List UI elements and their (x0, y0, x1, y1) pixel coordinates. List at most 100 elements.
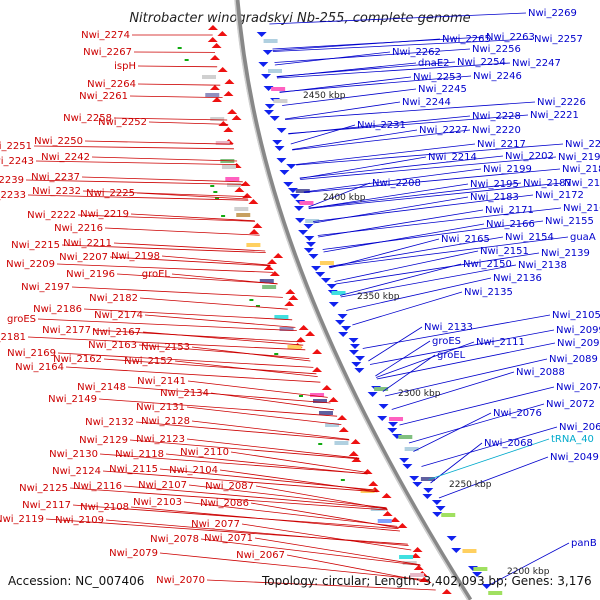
right-gene-label[interactable]: Nwi_2138 (518, 260, 567, 271)
right-gene-label[interactable]: Nwi_2111 (476, 337, 525, 348)
right-gene-label[interactable]: Nwi_2226 (537, 97, 586, 108)
right-gene-label[interactable]: Nwi_2105 (552, 310, 600, 321)
left-gene-label[interactable]: Nwi_2181 (0, 332, 26, 343)
right-gene-label[interactable]: Nwi_2076 (493, 408, 542, 419)
right-gene-label[interactable]: Nwi_2263 (486, 32, 535, 43)
right-gene-label[interactable]: Nwi_2165 (441, 234, 490, 245)
left-gene-label[interactable]: Nwi_2119 (0, 514, 44, 525)
left-gene-label[interactable]: Nwi_2123 (136, 434, 185, 445)
right-gene-label[interactable]: Nwi_2231 (357, 120, 406, 131)
right-gene-label[interactable]: Nwi_2088 (516, 367, 565, 378)
left-gene-label[interactable]: Nwi_2162 (53, 354, 102, 365)
right-gene-label[interactable]: Nwi_2166 (486, 219, 535, 230)
left-gene-label[interactable]: Nwi_2086 (200, 498, 249, 509)
left-gene-label[interactable]: Nwi_2067 (236, 550, 285, 561)
left-gene-label[interactable]: groEL (142, 269, 171, 280)
left-gene-label[interactable]: Nwi_2174 (94, 310, 143, 321)
left-gene-label[interactable]: Nwi_2233 (0, 190, 26, 201)
right-gene-label[interactable]: Nwi_2049 (550, 452, 599, 463)
right-gene-label[interactable]: guaA (570, 232, 596, 243)
right-gene-label[interactable]: Nwi_2089 (549, 354, 598, 365)
right-gene-label[interactable]: groEL (437, 350, 466, 361)
right-gene-label[interactable]: panB (571, 538, 597, 549)
left-gene-label[interactable]: Nwi_2216 (54, 223, 103, 234)
right-gene-label[interactable]: Nwi_2227 (419, 125, 468, 136)
left-gene-label[interactable]: Nwi_2070 (156, 575, 205, 586)
left-gene-label[interactable]: Nwi_2152 (124, 356, 173, 367)
left-gene-label[interactable]: Nwi_2124 (52, 466, 101, 477)
left-gene-label[interactable]: Nwi_2167 (92, 327, 141, 338)
right-gene-label[interactable]: Nwi_2068 (484, 438, 533, 449)
left-gene-label[interactable]: Nwi_2108 (80, 502, 129, 513)
left-gene-label[interactable]: Nwi_2132 (85, 417, 134, 428)
right-gene-label[interactable]: Nwi_2253 (413, 72, 462, 83)
left-gene-label[interactable]: Nwi_2274 (81, 30, 130, 41)
right-gene-label[interactable]: Nwi_2151 (480, 246, 529, 257)
left-gene-label[interactable]: Nwi_2207 (59, 252, 108, 263)
right-gene-label[interactable]: Nwi_2135 (464, 287, 513, 298)
right-gene-label[interactable]: Nwi_2074 (556, 382, 600, 393)
left-gene-label[interactable]: Nwi_2116 (73, 481, 122, 492)
left-gene-label[interactable]: Nwi_2078 (150, 534, 199, 545)
right-gene-label[interactable]: Nwi_2199 (483, 164, 532, 175)
left-gene-label[interactable]: Nwi_2198 (111, 251, 160, 262)
left-gene-label[interactable]: Nwi_2196 (66, 269, 115, 280)
right-gene-label[interactable]: dnaE2 (418, 58, 450, 69)
right-gene-label[interactable]: Nwi_2150 (463, 259, 512, 270)
left-gene-label[interactable]: Nwi_2129 (79, 435, 128, 446)
left-gene-label[interactable]: Nwi_2225 (86, 188, 135, 199)
left-gene-label[interactable]: Nwi_2264 (87, 79, 136, 90)
right-gene-label[interactable]: Nwi_2214 (428, 152, 477, 163)
left-gene-label[interactable]: Nwi_2211 (63, 238, 112, 249)
right-gene-label[interactable]: Nwi_2269 (528, 8, 577, 19)
left-gene-label[interactable]: Nwi_2110 (180, 447, 229, 458)
left-gene-label[interactable]: Nwi_2134 (160, 388, 209, 399)
left-gene-label[interactable]: Nwi_2104 (169, 465, 218, 476)
right-gene-label[interactable]: Nwi_2193 (558, 152, 600, 163)
left-gene-label[interactable]: Nwi_2219 (80, 209, 129, 220)
left-gene-label[interactable]: Nwi_2141 (137, 376, 186, 387)
left-gene-label[interactable]: Nwi_2118 (115, 449, 164, 460)
right-gene-label[interactable]: Nwi_2172 (535, 190, 584, 201)
right-gene-label[interactable]: Nwi_2220 (472, 125, 521, 136)
right-gene-label[interactable]: Nwi_2175 (564, 178, 600, 189)
left-gene-label[interactable]: Nwi_2186 (33, 304, 82, 315)
right-gene-label[interactable]: Nwi_2245 (418, 84, 467, 95)
left-gene-label[interactable]: Nwi_2128 (141, 416, 190, 427)
left-gene-label[interactable]: Nwi_2251 (0, 141, 32, 152)
left-gene-label[interactable]: Nwi_2153 (141, 342, 190, 353)
left-gene-label[interactable]: Nwi_2197 (21, 282, 70, 293)
left-gene-label[interactable]: Nwi_2109 (55, 515, 104, 526)
left-gene-label[interactable]: Nwi_2130 (49, 449, 98, 460)
left-gene-label[interactable]: Nwi_2182 (89, 293, 138, 304)
left-gene-label[interactable]: Nwi_2079 (109, 548, 158, 559)
left-gene-label[interactable]: ispH (114, 61, 136, 72)
left-gene-label[interactable]: Nwi_2209 (6, 259, 55, 270)
right-gene-label[interactable]: Nwi_2244 (402, 97, 451, 108)
right-gene-label[interactable]: Nwi_2133 (424, 322, 473, 333)
left-gene-label[interactable]: Nwi_2250 (34, 136, 83, 147)
left-gene-label[interactable]: Nwi_2163 (88, 340, 137, 351)
right-gene-label[interactable]: Nwi_2265 (442, 34, 491, 45)
right-gene-label[interactable]: Nwi_2155 (545, 216, 594, 227)
right-gene-label[interactable]: Nwi_2217 (477, 139, 526, 150)
right-gene-label[interactable]: Nwi_2201 (565, 139, 600, 150)
left-gene-label[interactable]: Nwi_2242 (41, 152, 90, 163)
left-gene-label[interactable]: Nwi_2164 (15, 362, 64, 373)
left-gene-label[interactable]: Nwi_2131 (136, 402, 185, 413)
left-gene-label[interactable]: Nwi_2117 (22, 500, 71, 511)
right-gene-label[interactable]: Nwi_2228 (472, 111, 521, 122)
right-gene-label[interactable]: tRNA_40 (551, 434, 594, 445)
left-gene-label[interactable]: groES (7, 314, 36, 325)
right-gene-label[interactable]: Nwi_2072 (546, 399, 595, 410)
right-gene-label[interactable]: Nwi_2160 (563, 203, 600, 214)
right-gene-label[interactable]: Nwi_2208 (372, 178, 421, 189)
left-gene-label[interactable]: Nwi_2239 (0, 175, 24, 186)
right-gene-label[interactable]: Nwi_2092 (557, 338, 600, 349)
right-gene-label[interactable]: Nwi_2136 (493, 273, 542, 284)
left-gene-label[interactable]: Nwi_2115 (109, 464, 158, 475)
right-gene-label[interactable]: Nwi_2184 (562, 164, 600, 175)
right-gene-label[interactable]: Nwi_2246 (473, 71, 522, 82)
right-gene-label[interactable]: groES (432, 336, 461, 347)
right-gene-label[interactable]: Nwi_2154 (505, 232, 554, 243)
